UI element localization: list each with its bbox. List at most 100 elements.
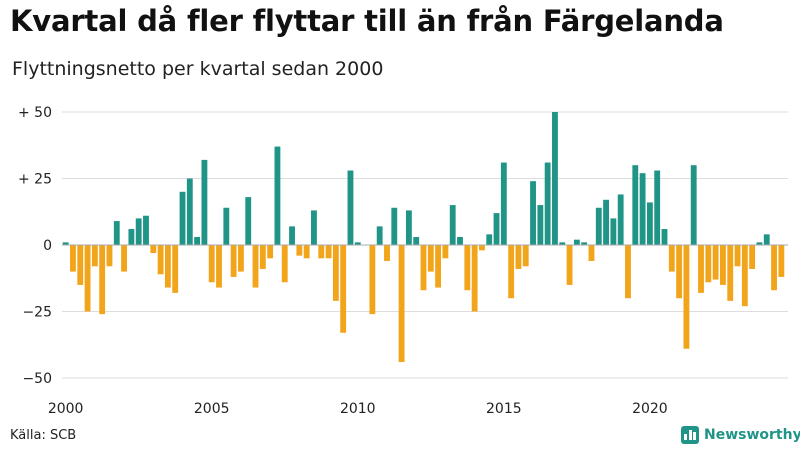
bar — [654, 170, 661, 245]
bar-chart: + 50 + 25 0 −25 −50 2000 2005 2010 2015 2020 — [18, 105, 788, 417]
bar — [690, 165, 697, 245]
bar — [216, 245, 222, 288]
bar — [749, 245, 756, 269]
gridlines — [62, 111, 788, 379]
bar — [581, 242, 588, 245]
bar — [121, 245, 127, 272]
bar — [267, 245, 274, 259]
bar — [515, 245, 522, 269]
bar — [186, 178, 193, 245]
bar — [683, 245, 690, 349]
bar — [486, 234, 493, 245]
y-tick-label: −50 — [22, 371, 52, 387]
bar — [62, 242, 69, 245]
y-tick-label: + 50 — [18, 105, 52, 121]
bar — [91, 245, 98, 267]
bar — [778, 245, 785, 277]
bar — [522, 245, 529, 267]
source-note: Källa: SCB — [10, 428, 77, 443]
bar — [135, 218, 142, 245]
bar — [610, 218, 617, 245]
bar — [405, 210, 412, 245]
bar — [172, 245, 179, 293]
bar — [311, 210, 317, 245]
y-tick-label: −25 — [22, 305, 52, 321]
bar — [727, 245, 734, 301]
bar — [661, 229, 668, 245]
bar — [194, 237, 201, 245]
bar — [201, 159, 208, 245]
bar — [128, 229, 135, 245]
bar — [325, 245, 332, 259]
bar — [603, 199, 609, 245]
bar — [639, 173, 646, 245]
brand-name: Newsworthy — [704, 427, 800, 443]
bar — [573, 239, 580, 245]
bar — [369, 245, 376, 315]
bar — [77, 245, 84, 285]
bar — [442, 245, 449, 259]
bar — [544, 162, 551, 245]
bar — [617, 194, 624, 245]
bar — [289, 226, 295, 245]
bar — [566, 245, 573, 285]
y-tick-label: 0 — [43, 238, 52, 254]
bar — [763, 234, 770, 245]
bar — [150, 245, 157, 253]
bar — [676, 245, 683, 299]
x-tick-label: 2010 — [340, 401, 376, 417]
x-tick-label: 2000 — [48, 401, 84, 417]
bar — [771, 245, 777, 291]
x-tick-label: 2005 — [194, 401, 230, 417]
bar — [164, 245, 171, 288]
bar — [741, 245, 748, 307]
bar — [157, 245, 164, 275]
bar — [391, 207, 398, 245]
bar — [595, 207, 602, 245]
x-tick-label: 2015 — [486, 401, 522, 417]
bar — [259, 245, 266, 269]
bar — [712, 245, 719, 280]
bar — [143, 215, 149, 245]
bar — [420, 245, 427, 291]
bar — [318, 245, 325, 259]
bar — [84, 245, 91, 312]
bar — [238, 245, 244, 272]
bar — [252, 245, 259, 288]
bar — [398, 245, 405, 363]
bar — [632, 165, 639, 245]
y-axis-ticks: + 50 + 25 0 −25 −50 — [18, 105, 52, 387]
bar — [668, 245, 675, 272]
x-axis-ticks: 2000 2005 2010 2015 2020 — [48, 401, 668, 417]
bar — [552, 112, 558, 245]
bar — [281, 245, 288, 283]
bar — [698, 245, 704, 293]
bar — [223, 207, 230, 245]
bar — [734, 245, 741, 267]
chart-subtitle: Flyttningsnetto per kvartal sedan 2000 — [12, 58, 384, 80]
bar — [464, 245, 471, 291]
bar — [449, 205, 456, 245]
brand-logo: Newsworthy — [681, 426, 800, 444]
bar — [354, 242, 361, 245]
bar — [296, 245, 303, 256]
bar — [245, 197, 252, 245]
bar — [588, 245, 595, 261]
bar — [457, 237, 463, 245]
bar — [756, 242, 763, 245]
bar — [720, 245, 726, 285]
x-tick-label: 2020 — [632, 401, 668, 417]
bar — [508, 245, 515, 299]
bar — [230, 245, 237, 277]
bar — [705, 245, 712, 283]
bar — [471, 245, 478, 312]
bar — [179, 191, 186, 245]
bar — [479, 245, 485, 251]
bar — [113, 221, 120, 245]
bar — [208, 245, 215, 283]
bar — [493, 213, 500, 245]
bar — [99, 245, 106, 315]
bar — [376, 226, 383, 245]
bar — [530, 181, 536, 245]
bars — [62, 112, 785, 363]
